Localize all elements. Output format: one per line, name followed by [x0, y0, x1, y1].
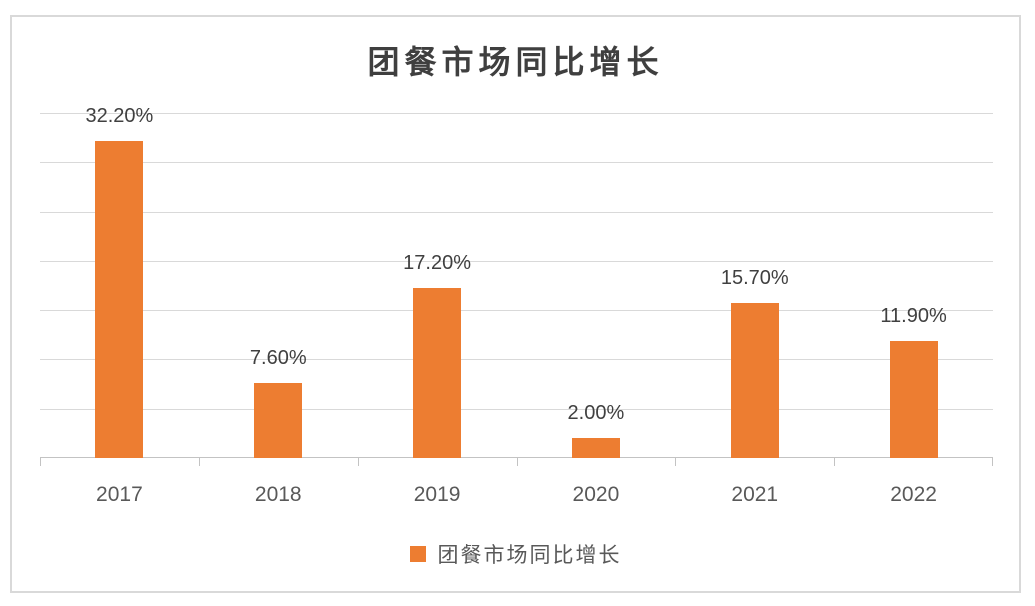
x-axis-line [40, 457, 993, 458]
chart-frame: 团餐市场同比增长 32.20% 7.60% 17.20% 2.00% 15.70% 11.… [10, 15, 1021, 593]
x-axis-label-2022: 2022 [890, 483, 937, 506]
gridline [40, 260, 993, 262]
data-label-2020: 2.00% [567, 402, 625, 425]
legend-swatch-icon [409, 546, 426, 562]
x-axis-label-2018: 2018 [254, 483, 302, 506]
gridline [40, 310, 993, 312]
x-axis-labels: 2017 2018 2019 2020 2021 2022 [40, 482, 993, 508]
axis-tick [675, 458, 677, 466]
bar-2018 [254, 383, 303, 458]
x-axis-label-2021: 2021 [731, 483, 779, 506]
x-axis-label-2017: 2017 [96, 483, 143, 506]
gridline [40, 211, 993, 213]
data-label-2018: 7.60% [249, 347, 307, 370]
gridline [40, 408, 993, 410]
gridline [40, 113, 993, 114]
axis-tick [40, 458, 41, 466]
gridline [40, 162, 993, 164]
axis-tick [198, 458, 200, 466]
axis-tick [834, 458, 836, 466]
legend-label: 团餐市场同比增长 [437, 543, 622, 567]
axis-tick [357, 458, 359, 466]
bar-2020 [571, 438, 620, 458]
bar-2019 [413, 288, 462, 458]
data-label-2019: 17.20% [403, 252, 471, 275]
data-label-2021: 15.70% [720, 267, 789, 290]
bar-2022 [889, 340, 938, 458]
data-label-2022: 11.90% [880, 304, 947, 327]
axis-tick [516, 458, 518, 466]
data-label-2017: 32.20% [85, 104, 154, 127]
gridline [40, 359, 993, 361]
bar-2017 [95, 140, 144, 458]
plot-area: 32.20% 7.60% 17.20% 2.00% 15.70% 11.90% [40, 105, 993, 466]
x-axis-label-2019: 2019 [413, 483, 461, 506]
chart-title: 团餐市场同比增长 [367, 44, 664, 80]
bar-2021 [730, 303, 779, 458]
x-axis-label-2020: 2020 [572, 483, 620, 506]
legend: 团餐市场同比增长 [12, 539, 1019, 569]
axis-tick [992, 458, 993, 466]
